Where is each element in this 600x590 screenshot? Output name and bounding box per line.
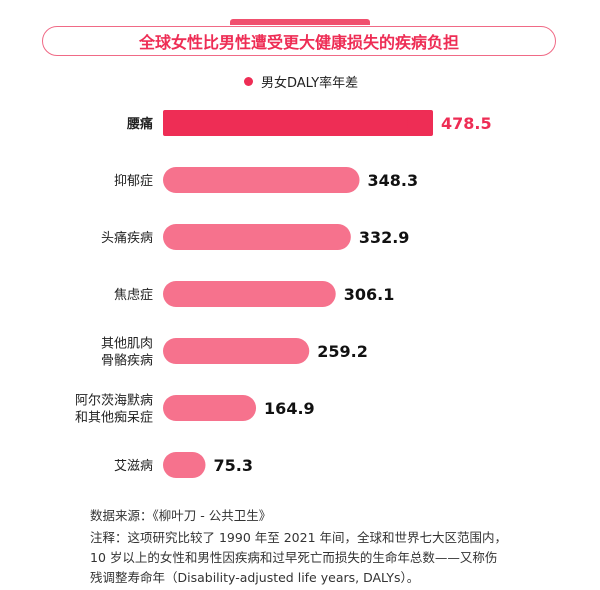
footnote: 注释：这项研究比较了 1990 年至 2021 年间，全球和世界七大区范围内， … (90, 528, 590, 588)
category-label-5: 阿尔茨海默病 (75, 393, 153, 409)
value-label-1: 348.3 (368, 171, 419, 190)
footnote-line: 10 岁以上的女性和男性因疾病和过早死亡而损失的生命年总数——又称伤 (90, 550, 498, 565)
value-label-2: 332.9 (359, 228, 410, 247)
bar-3 (163, 281, 336, 307)
category-label-3: 焦虑症 (114, 288, 153, 303)
legend-swatch (244, 76, 253, 86)
bar-0 (163, 110, 433, 136)
legend: 男女DALY率年差 (244, 73, 359, 91)
value-label-3: 306.1 (344, 285, 395, 304)
category-label-2: 头痛疾病 (101, 230, 153, 246)
bar-2 (163, 224, 351, 250)
bar-cap-0 (407, 110, 433, 136)
footnote-line: 残调整寿命年（Disability-adjusted life years, D… (90, 570, 420, 585)
category-label-6: 艾滋病 (114, 459, 153, 474)
bar-chart: 478.5 腰痛 348.3 抑郁症 332.9 头痛疾病 306.1 焦虑症 259.2 其他肌… (75, 110, 492, 478)
value-label-5: 164.9 (264, 399, 315, 418)
footnote-line: 注释：这项研究比较了 1990 年至 2021 年间，全球和世界七大区范围内， (90, 530, 508, 545)
bar-4 (163, 338, 310, 364)
category-label-5: 和其他痴呆症 (75, 410, 153, 426)
bar-6 (163, 452, 206, 478)
value-label-6: 75.3 (213, 456, 252, 475)
category-label-4: 骨骼疾病 (101, 353, 153, 369)
data-source: 数据来源：《柳叶刀 - 公共卫生》 (90, 508, 272, 523)
category-label-0: 腰痛 (126, 116, 153, 132)
category-label-4: 其他肌肉 (101, 337, 153, 352)
value-label-0: 478.5 (441, 114, 492, 133)
chart-title-text: 全球女性比男性遭受更大健康损失的疾病负担 (138, 33, 459, 52)
bar-1 (163, 167, 360, 193)
value-label-4: 259.2 (317, 342, 368, 361)
bar-5 (163, 395, 257, 421)
category-label-1: 抑郁症 (114, 174, 153, 189)
legend-label: 男女DALY率年差 (261, 75, 359, 91)
chart-title: 全球女性比男性遭受更大健康损失的疾病负担 (42, 26, 556, 56)
title-tab-decoration (230, 19, 370, 25)
